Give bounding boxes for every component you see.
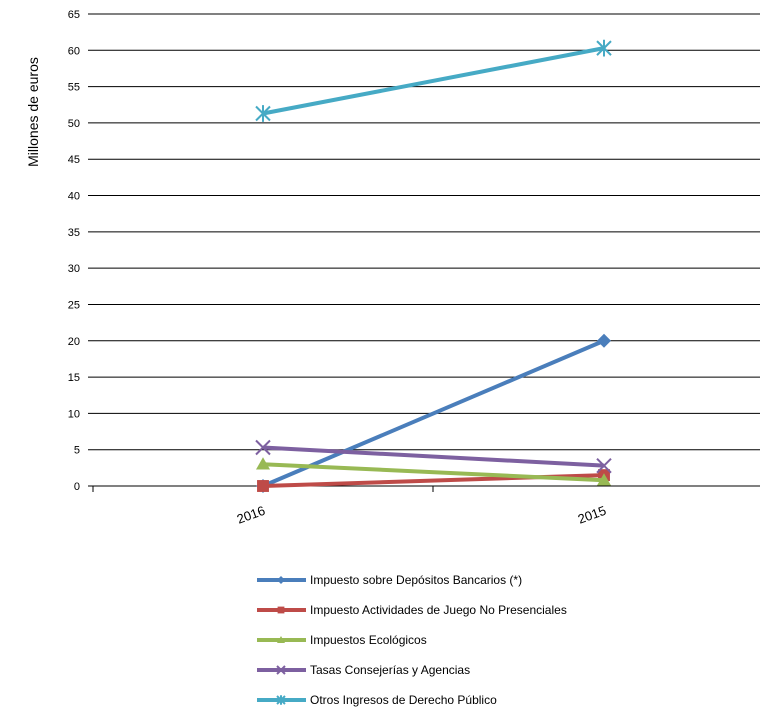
data-point [255,105,271,122]
y-tick-label: 5 [74,445,80,457]
series-line [262,462,605,483]
legend-item: Impuestos Ecológicos [257,633,427,647]
y-tick-label: 20 [68,336,80,348]
series-3 [255,439,612,474]
series-line [262,338,605,488]
y-axis-label: Millones de euros [25,57,41,167]
legend-label: Otros Ingresos de Derecho Público [310,693,497,707]
legend-label: Tasas Consejerías y Agencias [310,663,470,677]
y-tick-label: 60 [68,45,80,57]
y-tick-label: 45 [68,154,80,166]
series-line [262,46,605,116]
x-tick-label: 2015 [576,503,608,527]
y-tick-label: 0 [74,481,80,493]
y-tick-label: 25 [68,299,80,311]
gridlines [88,13,760,487]
legend-marker [277,606,285,614]
y-tick-label: 30 [68,263,80,275]
series-2 [256,457,611,486]
x-axis: 2016 2015 [92,486,608,527]
data-point [257,480,269,492]
y-tick-label: 15 [68,372,80,384]
y-tick-label: 55 [68,82,80,94]
data-point [596,457,612,474]
legend-item: Tasas Consejerías y Agencias [257,663,470,677]
x-tick-label: 2016 [235,503,267,527]
legend-item: Impuesto sobre Depósitos Bancarios (*) [257,573,522,587]
series-line [262,445,605,468]
legend-label: Impuesto Actividades de Juego No Presenc… [310,603,567,617]
y-tick-label: 35 [68,227,80,239]
legend: Impuesto sobre Depósitos Bancarios (*) Im… [257,573,567,707]
series-lines [255,39,612,493]
y-tick-label: 40 [68,191,80,203]
legend-marker [277,576,285,584]
legend-item: Impuesto Actividades de Juego No Presenc… [257,603,567,617]
data-point [597,333,611,348]
y-tick-label: 10 [68,408,80,420]
y-tick-label: 65 [68,9,80,21]
legend-label: Impuestos Ecológicos [310,633,427,647]
y-axis-ticks: 0 5 10 15 20 25 30 35 40 45 50 55 60 65 [68,9,80,493]
legend-marker [277,636,285,643]
data-point [597,473,611,486]
legend-label: Impuesto sobre Depósitos Bancarios (*) [310,573,522,587]
data-point [255,439,271,456]
legend-item: Otros Ingresos de Derecho Público [257,693,497,707]
legend-marker [276,665,286,675]
data-point [256,457,270,470]
data-point [596,39,612,57]
series-4 [255,39,612,122]
legend-marker [276,695,286,705]
y-tick-label: 50 [68,118,80,130]
